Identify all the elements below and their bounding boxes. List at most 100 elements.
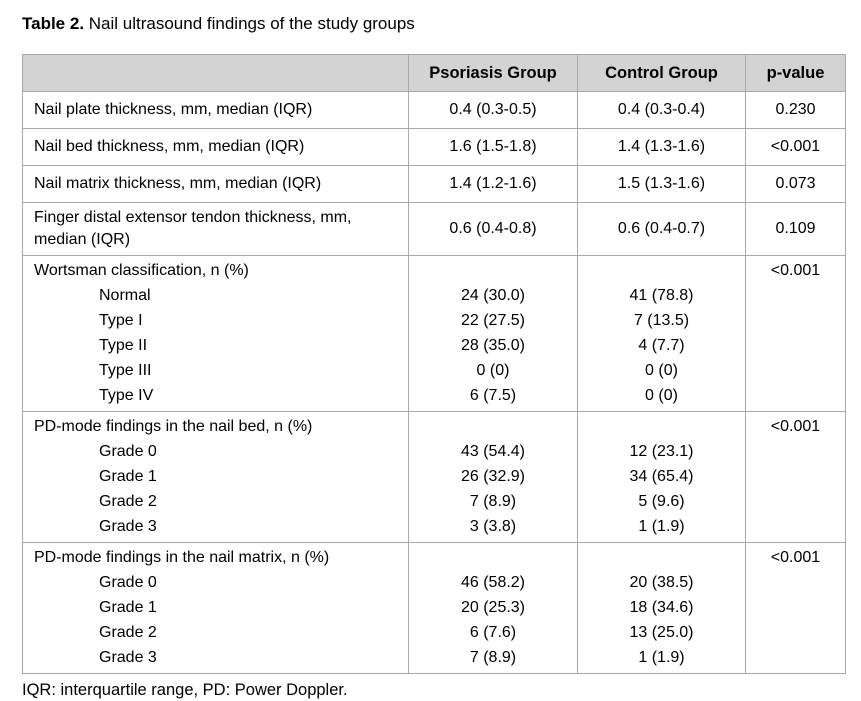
- p-value-cell: 0.230: [745, 91, 846, 129]
- table-row: PD-mode findings in the nail matrix, n (…: [22, 542, 846, 674]
- psoriasis-value: 3 (3.8): [469, 518, 517, 535]
- sub-row-label: Type II: [99, 337, 148, 354]
- control-value: 5 (9.6): [638, 493, 685, 510]
- p-value-cell: <0.001: [745, 542, 846, 674]
- row-label-cell: Nail plate thickness, mm, median (IQR): [22, 91, 409, 129]
- p-value: <0.001: [770, 549, 821, 566]
- control-value: 4 (7.7): [638, 337, 685, 354]
- p-value: 0.230: [775, 101, 816, 118]
- row-label-cell: Finger distal extensor tendon thickness,…: [22, 202, 409, 256]
- row-label-cell: PD-mode findings in the nail matrix, n (…: [22, 542, 409, 674]
- psoriasis-value: 24 (30.0): [460, 287, 526, 304]
- psoriasis-value: 0.6 (0.4-0.8): [449, 220, 537, 237]
- blank-line: [409, 414, 577, 439]
- control-value: 18 (34.6): [629, 599, 694, 616]
- row-label: Nail matrix thickness, mm, median (IQR): [34, 175, 322, 192]
- psoriasis-value-cell: 0.6 (0.4-0.8): [408, 202, 578, 256]
- psoriasis-value-cell: 0.4 (0.3-0.5): [408, 91, 578, 129]
- psoriasis-value: 22 (27.5): [460, 312, 526, 329]
- p-value-cell: <0.001: [745, 128, 846, 166]
- p-value: <0.001: [770, 262, 821, 279]
- psoriasis-value: 43 (54.4): [460, 443, 526, 460]
- control-value: 20 (38.5): [629, 574, 694, 591]
- blank-line: [578, 258, 745, 283]
- table-row: Nail plate thickness, mm, median (IQR) 0.…: [22, 91, 846, 129]
- row-label: Nail bed thickness, mm, median (IQR): [34, 138, 305, 155]
- row-label: PD-mode findings in the nail bed, n (%): [34, 418, 313, 435]
- sub-row-label: Grade 3: [99, 649, 157, 666]
- control-value: 34 (65.4): [629, 468, 694, 485]
- control-value: 0.6 (0.4-0.7): [617, 220, 706, 237]
- sub-row-label: Grade 1: [99, 468, 157, 485]
- psoriasis-value-cell: 24 (30.0) 22 (27.5) 28 (35.0) 0 (0) 6 (7.5): [408, 255, 578, 412]
- psoriasis-value: 6 (7.6): [469, 624, 517, 641]
- table-row: Nail bed thickness, mm, median (IQR) 1.6 …: [22, 128, 846, 166]
- row-label: Nail plate thickness, mm, median (IQR): [34, 101, 313, 118]
- table-row: PD-mode findings in the nail bed, n (%) G…: [22, 411, 846, 543]
- sub-row-label: Type I: [99, 312, 143, 329]
- table-footnote: IQR: interquartile range, PD: Power Dopp…: [22, 681, 348, 699]
- table-header: Psoriasis Group Control Group p-value: [22, 54, 846, 92]
- control-value-cell: 0.6 (0.4-0.7): [577, 202, 746, 256]
- psoriasis-value: 28 (35.0): [460, 337, 526, 354]
- row-label-cell: Nail matrix thickness, mm, median (IQR): [22, 165, 409, 203]
- sub-row-label: Type III: [99, 362, 152, 379]
- p-value-cell: <0.001: [745, 255, 846, 412]
- psoriasis-value: 1.6 (1.5-1.8): [449, 138, 537, 155]
- control-value: 0 (0): [645, 387, 678, 404]
- nail-ultrasound-findings-table: Psoriasis Group Control Group p-value Na…: [22, 54, 846, 674]
- blank-line: [409, 258, 577, 283]
- row-label: Finger distal extensor tendon thickness,…: [34, 209, 352, 248]
- sub-row-label: Grade 0: [99, 574, 157, 591]
- p-value-cell: 0.109: [745, 202, 846, 256]
- table-body: Nail plate thickness, mm, median (IQR) 0.…: [22, 91, 846, 674]
- psoriasis-value-cell: 43 (54.4) 26 (32.9) 7 (8.9) 3 (3.8): [408, 411, 578, 543]
- psoriasis-value: 26 (32.9): [460, 468, 526, 485]
- row-label-cell: PD-mode findings in the nail bed, n (%) G…: [22, 411, 409, 543]
- control-value-cell: 41 (78.8) 7 (13.5) 4 (7.7) 0 (0) 0 (0): [577, 255, 746, 412]
- sub-row-label: Grade 2: [99, 624, 157, 641]
- sub-row-label: Grade 2: [99, 493, 157, 510]
- psoriasis-value: 7 (8.9): [469, 493, 517, 510]
- sub-row-label: Grade 0: [99, 443, 157, 460]
- control-value: 0.4 (0.3-0.4): [617, 101, 706, 118]
- row-label-cell: Wortsman classification, n (%) Normal Type…: [22, 255, 409, 412]
- sub-row-label: Type IV: [99, 387, 154, 404]
- row-label-cell: Nail bed thickness, mm, median (IQR): [22, 128, 409, 166]
- sub-row-label: Normal: [99, 287, 151, 304]
- control-value: 1 (1.9): [638, 518, 685, 535]
- sub-row-label: Grade 3: [99, 518, 157, 535]
- sub-row-label: Grade 1: [99, 599, 157, 616]
- psoriasis-value-cell: 1.6 (1.5-1.8): [408, 128, 578, 166]
- control-value: 13 (25.0): [629, 624, 694, 641]
- p-value: 0.073: [775, 175, 816, 192]
- p-value-cell: <0.001: [745, 411, 846, 543]
- p-value: <0.001: [770, 418, 821, 435]
- header-control-group: Control Group: [577, 54, 746, 92]
- psoriasis-value: 46 (58.2): [460, 574, 526, 591]
- control-value-cell: 12 (23.1) 34 (65.4) 5 (9.6) 1 (1.9): [577, 411, 746, 543]
- control-value: 41 (78.8): [629, 287, 694, 304]
- table-row: Nail matrix thickness, mm, median (IQR) 1…: [22, 165, 846, 203]
- header-psoriasis-group: Psoriasis Group: [408, 54, 578, 92]
- row-label: PD-mode findings in the nail matrix, n (…: [34, 549, 330, 566]
- psoriasis-value: 0.4 (0.3-0.5): [449, 101, 537, 118]
- header-empty-cell: [22, 54, 409, 92]
- control-value-cell: 1.4 (1.3-1.6): [577, 128, 746, 166]
- table-number: Table 2.: [22, 14, 85, 33]
- table-title: Table 2. Nail ultrasound findings of the…: [22, 13, 845, 35]
- psoriasis-value: 6 (7.5): [469, 387, 517, 404]
- row-label: Wortsman classification, n (%): [34, 262, 249, 279]
- header-row: Psoriasis Group Control Group p-value: [22, 54, 846, 92]
- psoriasis-value-cell: 46 (58.2) 20 (25.3) 6 (7.6) 7 (8.9): [408, 542, 578, 674]
- control-value-cell: 20 (38.5) 18 (34.6) 13 (25.0) 1 (1.9): [577, 542, 746, 674]
- table-row: Wortsman classification, n (%) Normal Type…: [22, 255, 846, 412]
- control-value-cell: 1.5 (1.3-1.6): [577, 165, 746, 203]
- control-value-cell: 0.4 (0.3-0.4): [577, 91, 746, 129]
- blank-line: [578, 414, 745, 439]
- control-value: 1.5 (1.3-1.6): [617, 175, 706, 192]
- table-caption: Nail ultrasound findings of the study gr…: [84, 14, 415, 33]
- psoriasis-value: 0 (0): [476, 362, 510, 379]
- psoriasis-value: 1.4 (1.2-1.6): [449, 175, 537, 192]
